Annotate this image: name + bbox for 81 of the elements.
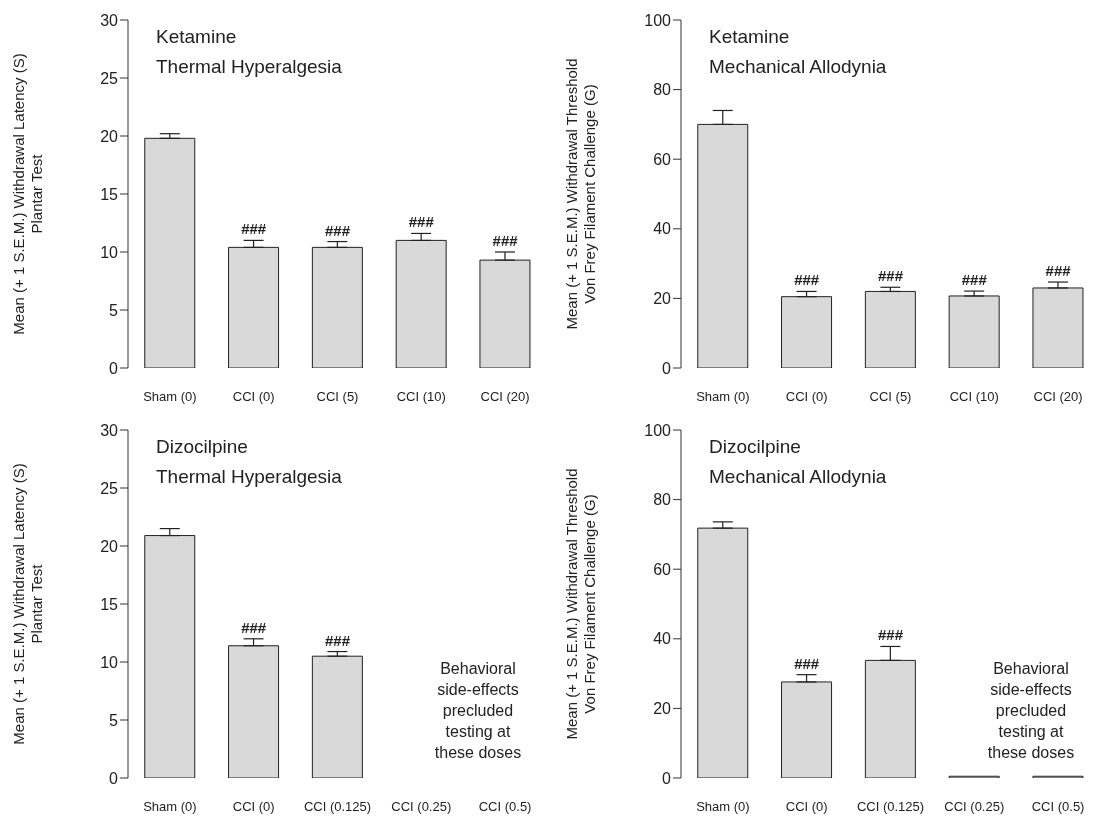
x-tick-label: Sham (0) bbox=[696, 389, 750, 405]
y-tick-label: 5 bbox=[109, 711, 119, 729]
y-tick-label: 40 bbox=[653, 630, 672, 648]
y-tick-label: 20 bbox=[653, 700, 672, 718]
bar bbox=[1032, 287, 1084, 368]
x-tick-label: CCI (10) bbox=[396, 389, 446, 405]
y-tick-label: 100 bbox=[644, 11, 672, 29]
x-tick-label: CCI (0.25) bbox=[944, 799, 1005, 815]
x-tick-label: CCI (0.125) bbox=[303, 799, 372, 815]
bar bbox=[311, 246, 363, 368]
y-tick-label: 60 bbox=[653, 150, 672, 168]
text: Mechanical Allodynia bbox=[709, 55, 887, 79]
x-tick-label: CCI (0) bbox=[785, 389, 828, 405]
y-tick-label: 0 bbox=[109, 359, 119, 377]
annotation: ### bbox=[794, 271, 820, 289]
y-tick-label: 30 bbox=[100, 11, 119, 29]
y-axis-title: Mean (+ 1 S.E.M.) Withdrawal Latency (S) Plantar Test bbox=[10, 463, 45, 745]
y-axis-title: Mean (+ 1 S.E.M.) Withdrawal Latency (S) Plantar Test bbox=[10, 53, 45, 335]
y-tick-label: 80 bbox=[653, 81, 672, 99]
annotation: Behavioral side-effects precluded testing at these doses bbox=[433, 659, 523, 763]
y-tick-label: 10 bbox=[100, 243, 119, 261]
y-axis-title: Mean (+ 1 S.E.M.) Withdrawal Threshold Von Frey Filament Challenge (G) bbox=[563, 468, 598, 740]
y-tick-label: 40 bbox=[653, 220, 672, 238]
chart-title: Dizocilpine bbox=[709, 435, 802, 459]
y-tick-label: 100 bbox=[644, 421, 672, 439]
y-tick-label: 0 bbox=[109, 769, 119, 787]
bar bbox=[697, 527, 749, 778]
x-tick-label: CCI (0.5) bbox=[1031, 799, 1085, 815]
x-tick-label: CCI (0) bbox=[232, 799, 275, 815]
y-tick-label: 30 bbox=[100, 421, 119, 439]
x-tick-label: CCI (0) bbox=[232, 389, 275, 405]
bar bbox=[864, 290, 916, 368]
bar bbox=[311, 655, 363, 778]
y-tick-label: 80 bbox=[653, 491, 672, 509]
annotation: ### bbox=[794, 654, 820, 672]
annotation: ### bbox=[877, 267, 904, 285]
x-tick-label: CCI (0.25) bbox=[391, 799, 452, 815]
y-tick-label: 15 bbox=[100, 595, 119, 613]
bar bbox=[781, 681, 833, 778]
annotation: ### bbox=[324, 631, 351, 649]
bar bbox=[948, 295, 1000, 368]
annotation: ### bbox=[241, 220, 267, 238]
x-tick-label: Sham (0) bbox=[696, 799, 750, 815]
y-tick-label: 0 bbox=[662, 769, 672, 787]
x-tick-label: Sham (0) bbox=[143, 389, 197, 405]
annotation: ### bbox=[408, 213, 435, 231]
x-tick-label: CCI (10) bbox=[949, 389, 999, 405]
x-tick-label: Sham (0) bbox=[143, 799, 197, 815]
annotation: ### bbox=[324, 221, 351, 239]
y-tick-label: 25 bbox=[100, 479, 119, 497]
y-tick-label: 60 bbox=[653, 560, 672, 578]
y-tick-label: 25 bbox=[100, 69, 119, 87]
text: Thermal Hyperalgesia bbox=[156, 465, 342, 489]
x-tick-label: CCI (0) bbox=[785, 799, 828, 815]
bar bbox=[144, 137, 196, 368]
annotation: ### bbox=[961, 271, 988, 289]
x-tick-label: CCI (5) bbox=[869, 389, 912, 405]
chart-title: Ketamine bbox=[709, 25, 791, 49]
text: Thermal Hyperalgesia bbox=[156, 55, 342, 79]
annotation: ### bbox=[1045, 262, 1072, 280]
y-axis-title: Mean (+ 1 S.E.M.) Withdrawal Threshold Von Frey Filament Challenge (G) bbox=[563, 58, 598, 330]
y-tick-label: 15 bbox=[100, 185, 119, 203]
y-tick-label: 10 bbox=[100, 653, 119, 671]
x-tick-label: CCI (20) bbox=[1033, 389, 1083, 405]
y-tick-label: 20 bbox=[100, 127, 119, 145]
annotation: ### bbox=[877, 626, 904, 644]
y-tick-label: 0 bbox=[662, 359, 672, 377]
y-tick-label: 5 bbox=[109, 301, 119, 319]
x-tick-label: CCI (0.5) bbox=[478, 799, 532, 815]
bar bbox=[479, 259, 531, 368]
x-tick-label: CCI (5) bbox=[316, 389, 359, 405]
text: Mechanical Allodynia bbox=[709, 465, 887, 489]
annotation: ### bbox=[492, 232, 519, 249]
y-tick-label: 20 bbox=[653, 290, 672, 308]
chart-title: Ketamine bbox=[156, 25, 238, 49]
annotation: ### bbox=[241, 618, 267, 636]
y-tick-label: 20 bbox=[100, 537, 119, 555]
annotation: Behavioral side-effects precluded testing at these doses bbox=[986, 659, 1076, 763]
x-tick-label: CCI (0.125) bbox=[856, 799, 925, 815]
x-tick-label: CCI (20) bbox=[480, 389, 530, 405]
chart-title: Dizocilpine bbox=[156, 435, 249, 459]
